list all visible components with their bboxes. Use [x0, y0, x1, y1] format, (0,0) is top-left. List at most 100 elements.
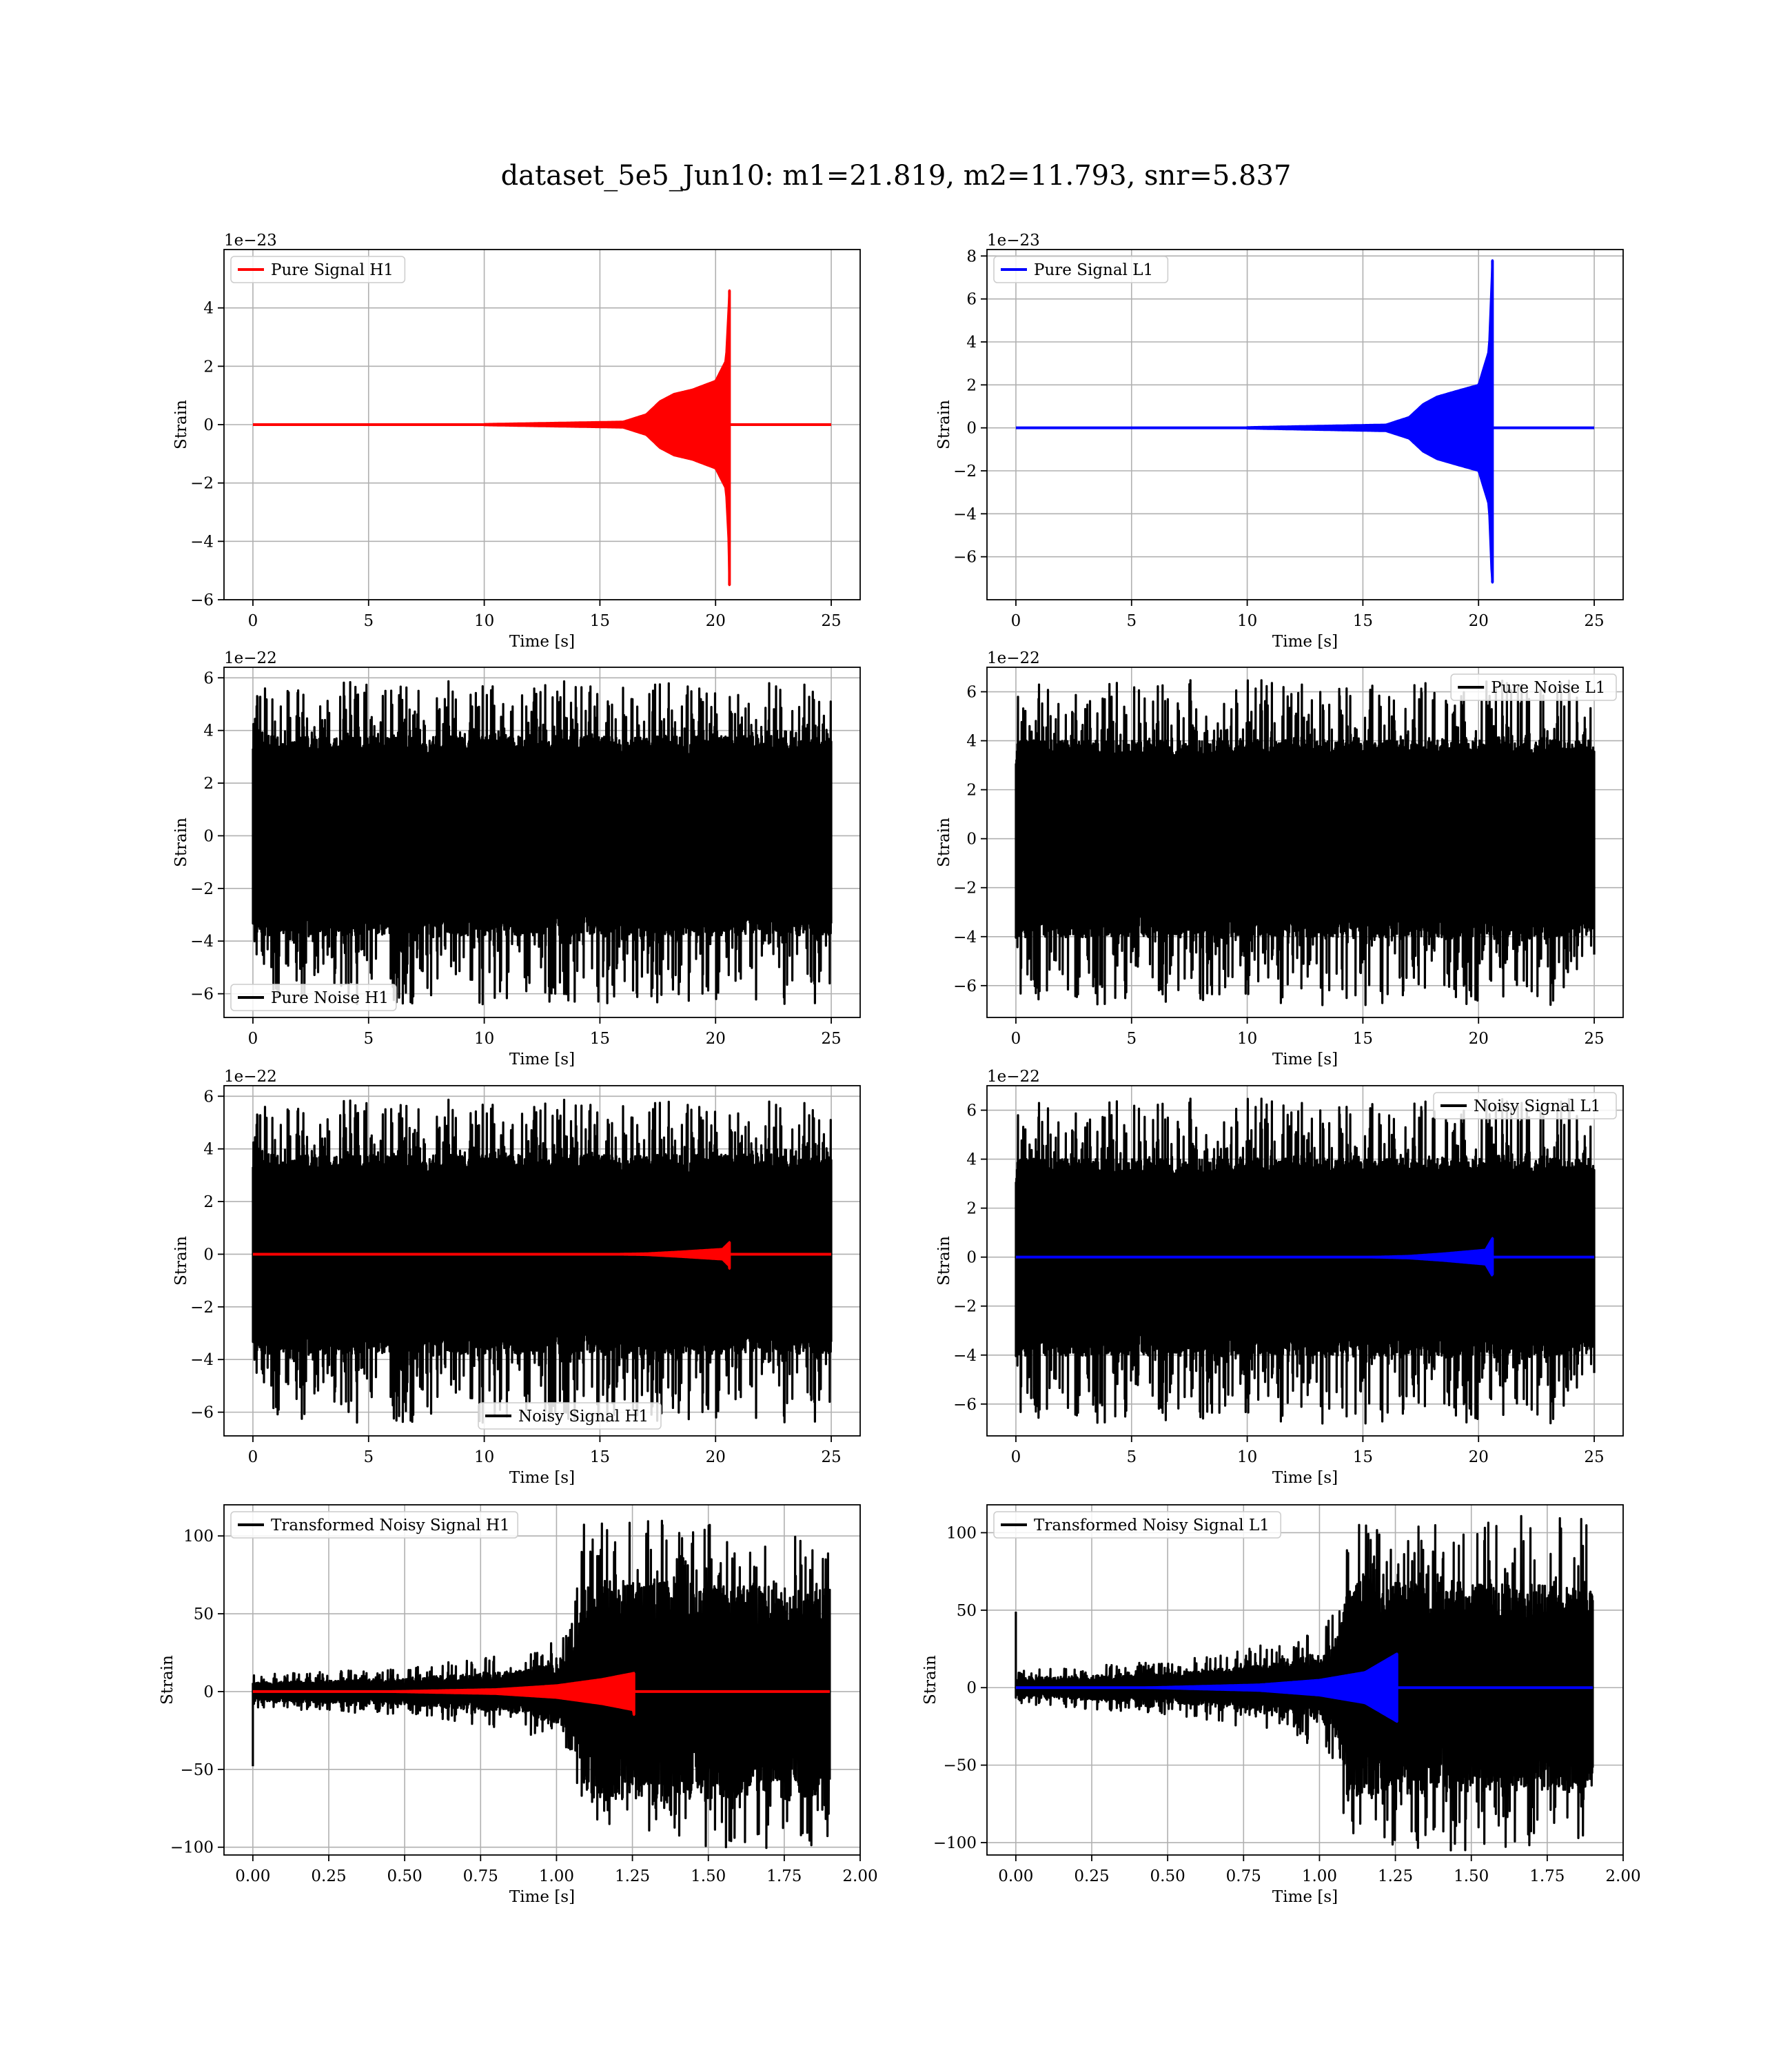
y-tick-label: 2: [203, 1193, 214, 1211]
y-tick-label: 4: [966, 1151, 977, 1169]
plot-area: [1015, 1097, 1596, 1425]
figure-title: dataset_5e5_Jun10: m1=21.819, m2=11.793,…: [501, 160, 1292, 192]
y-tick-label: 4: [966, 334, 977, 352]
legend: Transformed Noisy Signal H1: [230, 1511, 518, 1539]
y-axis-label: Strain: [172, 400, 190, 449]
series-envelope: [1246, 259, 1494, 584]
x-ticks: 0.00 0.25 0.50 0.75 1.00 1.25 1.50 1.75 2.00: [235, 1855, 878, 1885]
y-tick-label: −50: [943, 1757, 977, 1775]
legend: Transformed Noisy Signal L1: [993, 1511, 1281, 1539]
y-tick-label: −4: [953, 929, 977, 946]
plot-area: [252, 289, 832, 587]
x-tick-label: 20: [706, 612, 726, 630]
x-tick-label: 15: [1353, 612, 1373, 630]
y-tick-label: 2: [966, 782, 977, 800]
legend-box: [230, 256, 406, 283]
y-tick-label: 4: [966, 733, 977, 751]
axis-offset-text: 1e−22: [224, 649, 277, 667]
x-tick-label: 15: [590, 1448, 610, 1466]
x-tick-label: 15: [590, 612, 610, 630]
axes-frame: [986, 249, 1624, 600]
x-tick-label: 10: [1237, 1030, 1257, 1048]
legend-label: Transformed Noisy Signal H1: [271, 1517, 510, 1534]
y-tick-label: 4: [203, 300, 214, 318]
x-tick-label: 5: [363, 1030, 374, 1048]
legend-box: [1433, 1092, 1617, 1119]
x-tick-label: 0.50: [387, 1867, 422, 1885]
x-tick-label: 0: [1011, 1448, 1021, 1466]
x-ticks: 0 5 10 15 20 25: [248, 600, 842, 630]
legend: Pure Signal H1: [230, 256, 406, 283]
y-axis-label: Strain: [172, 818, 190, 867]
x-tick-label: 15: [590, 1030, 610, 1048]
legend-box: [993, 256, 1169, 283]
x-tick-label: 1.25: [615, 1867, 650, 1885]
x-tick-label: 20: [706, 1030, 726, 1048]
x-ticks: 0 5 10 15 20 25: [248, 1017, 842, 1048]
legend: Pure Noise L1: [1450, 673, 1617, 701]
x-tick-label: 5: [363, 612, 374, 630]
x-tick-label: 10: [474, 1030, 494, 1048]
x-tick-label: 0.00: [998, 1867, 1033, 1885]
y-tick-label: 6: [203, 669, 214, 687]
chart-panel-4: 0 5 10 15 20 25 −6 −4 −2 0 2 4 6 Time [s] Strain 1e−22 P…: [935, 649, 1624, 1068]
y-tick-label: 6: [966, 291, 977, 309]
y-tick-label: −6: [190, 1404, 214, 1422]
y-tick-label: −6: [953, 549, 977, 567]
legend-label: Pure Signal L1: [1034, 261, 1153, 279]
y-ticks: −6 −4 −2 0 2 4: [190, 300, 224, 609]
y-axis-label: Strain: [172, 1236, 190, 1286]
y-tick-label: −2: [190, 1299, 214, 1317]
x-tick-label: 15: [1353, 1448, 1373, 1466]
x-tick-label: 5: [1126, 1448, 1137, 1466]
x-axis-label: Time [s]: [509, 1469, 575, 1487]
chart-panel-8: 0.00 0.25 0.50 0.75 1.00 1.25 1.50 1.75 2.00 −100…: [922, 1504, 1641, 1906]
y-tick-label: −4: [190, 533, 214, 551]
axis-offset-text: 1e−23: [987, 232, 1040, 250]
x-tick-label: 0.75: [1226, 1867, 1261, 1885]
y-tick-label: 100: [946, 1524, 977, 1542]
x-ticks: 0 5 10 15 20 25: [1011, 1436, 1605, 1466]
x-axis-label: Time [s]: [1272, 633, 1338, 651]
y-tick-label: −6: [953, 1396, 977, 1414]
x-tick-label: 0.00: [235, 1867, 270, 1885]
x-tick-label: 1.75: [1529, 1867, 1565, 1885]
y-axis-label: Strain: [935, 818, 953, 867]
x-ticks: 0 5 10 15 20 25: [248, 1436, 842, 1466]
axis-offset-text: 1e−22: [224, 1068, 277, 1086]
y-axis-label: Strain: [935, 400, 953, 449]
plot-area: [252, 680, 833, 1006]
legend: Pure Signal L1: [993, 256, 1169, 283]
y-tick-label: −100: [933, 1834, 977, 1852]
plot-area: [252, 1519, 831, 1849]
x-tick-label: 5: [363, 1448, 374, 1466]
y-tick-label: 2: [203, 775, 214, 793]
y-tick-label: 2: [966, 1200, 977, 1218]
y-tick-label: −4: [953, 1347, 977, 1365]
y-tick-label: −4: [190, 933, 214, 951]
legend-box: [230, 984, 397, 1011]
x-ticks: 0.00 0.25 0.50 0.75 1.00 1.25 1.50 1.75 2.00: [998, 1855, 1641, 1885]
legend-label: Transformed Noisy Signal L1: [1034, 1517, 1270, 1534]
x-tick-label: 1.00: [1302, 1867, 1337, 1885]
x-tick-label: 10: [1237, 1448, 1257, 1466]
y-tick-label: 8: [966, 247, 977, 265]
chart-panel-1: 0 5 10 15 20 25 −6 −4 −2 0 2 4 Time [s] Strain 1e−23 Pu…: [172, 232, 861, 651]
x-tick-label: 1.00: [539, 1867, 574, 1885]
series-line: [252, 1519, 831, 1849]
x-axis-label: Time [s]: [509, 633, 575, 651]
y-tick-label: 4: [203, 1141, 214, 1159]
y-tick-label: −4: [953, 505, 977, 523]
y-tick-label: 50: [957, 1602, 977, 1620]
plot-area: [1015, 679, 1596, 1006]
x-tick-label: 20: [1469, 612, 1489, 630]
x-tick-label: 25: [1584, 1448, 1604, 1466]
legend: Noisy Signal H1: [478, 1402, 662, 1430]
axes-frame: [223, 1504, 861, 1856]
axis-offset-text: 1e−22: [987, 649, 1040, 667]
axes-frame: [986, 1504, 1624, 1856]
x-tick-label: 1.75: [766, 1867, 802, 1885]
plot-area: [1015, 259, 1595, 584]
y-axis-label: Strain: [159, 1655, 176, 1705]
y-tick-label: 6: [203, 1088, 214, 1106]
